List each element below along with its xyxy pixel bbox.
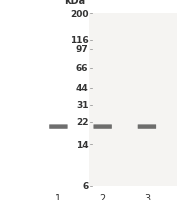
Text: 44: 44 [76,84,88,93]
Text: 116: 116 [70,36,88,45]
Text: 14: 14 [76,140,88,149]
FancyBboxPatch shape [88,14,177,186]
Text: 6: 6 [82,182,88,190]
Text: 2: 2 [99,193,106,200]
Text: 200: 200 [70,10,88,18]
Text: 97: 97 [76,45,88,54]
Text: 1: 1 [55,193,61,200]
Text: 22: 22 [76,118,88,127]
FancyBboxPatch shape [93,125,112,129]
FancyBboxPatch shape [49,125,68,129]
Text: 66: 66 [76,64,88,73]
Text: kDa: kDa [64,0,85,6]
Text: 31: 31 [76,101,88,110]
Text: 3: 3 [144,193,150,200]
FancyBboxPatch shape [138,125,156,129]
